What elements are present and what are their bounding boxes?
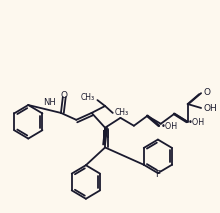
Text: NH: NH bbox=[43, 98, 56, 107]
Text: OH: OH bbox=[203, 104, 217, 114]
Text: O: O bbox=[203, 88, 210, 97]
Text: •OH: •OH bbox=[161, 122, 178, 131]
Text: F: F bbox=[155, 170, 160, 179]
Text: CH₃: CH₃ bbox=[80, 93, 95, 102]
Text: CH₃: CH₃ bbox=[115, 108, 129, 117]
Text: N: N bbox=[102, 130, 110, 140]
Text: •OH: •OH bbox=[188, 118, 205, 127]
Text: O: O bbox=[60, 91, 67, 100]
